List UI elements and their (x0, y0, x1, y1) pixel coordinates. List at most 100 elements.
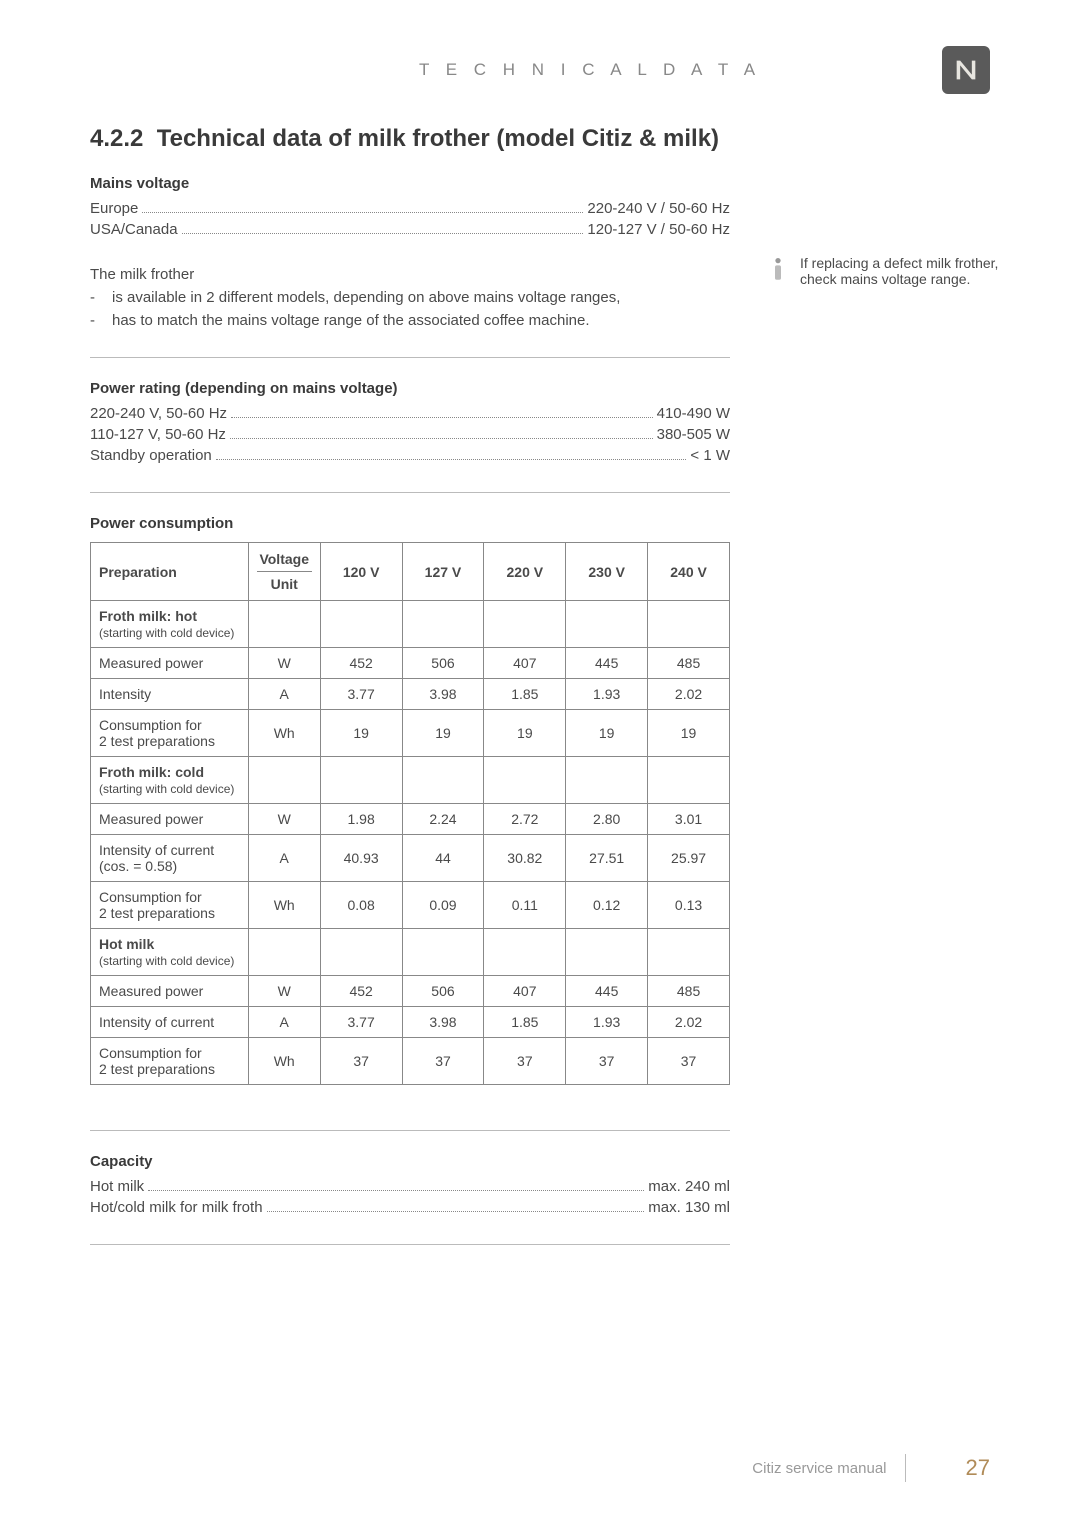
section-divider (90, 357, 730, 358)
table-cell-empty (484, 601, 566, 648)
spec-label: Standby operation (90, 447, 212, 464)
table-row: Consumption for2 test preparationsWh3737… (91, 1038, 730, 1085)
frother-bullets: -is available in 2 different models, dep… (90, 289, 730, 329)
table-value: 2.02 (648, 679, 730, 710)
table-cell-empty (648, 757, 730, 804)
table-row-label: Consumption for2 test preparations (91, 710, 249, 757)
table-cell-empty (248, 601, 320, 648)
table-header: VoltageUnit (248, 543, 320, 601)
table-value: 2.72 (484, 804, 566, 835)
table-cell-empty (484, 929, 566, 976)
table-cell-empty (484, 757, 566, 804)
spec-label: 220-240 V, 50-60 Hz (90, 405, 227, 422)
power-rating-heading: Power rating (depending on mains voltage… (90, 380, 730, 397)
table-value: 407 (484, 648, 566, 679)
section-divider (90, 492, 730, 493)
brand-logo-icon (942, 46, 990, 94)
bullet-item: -has to match the mains voltage range of… (90, 312, 730, 329)
table-cell-empty (320, 757, 402, 804)
table-value: 1.85 (484, 1007, 566, 1038)
table-group-header: Hot milk(starting with cold device) (91, 929, 730, 976)
leader-dots (148, 1190, 644, 1191)
table-value: 1.98 (320, 804, 402, 835)
table-row-label: Intensity of current (91, 1007, 249, 1038)
spec-value: 380-505 W (657, 426, 730, 443)
table-value: 3.98 (402, 1007, 484, 1038)
spec-value: < 1 W (690, 447, 730, 464)
table-value: 19 (566, 710, 648, 757)
table-header: Preparation (91, 543, 249, 601)
power-consumption-table: PreparationVoltageUnit120 V127 V220 V230… (90, 542, 730, 1085)
table-value: 506 (402, 648, 484, 679)
spec-label: Europe (90, 200, 138, 217)
spec-row: Standby operation < 1 W (90, 447, 730, 464)
footer-manual-name: Citiz service manual (752, 1460, 886, 1477)
table-unit: Wh (248, 882, 320, 929)
table-header: 240 V (648, 543, 730, 601)
table-row-label: Measured power (91, 804, 249, 835)
table-unit: Wh (248, 1038, 320, 1085)
table-value: 3.98 (402, 679, 484, 710)
frother-intro: The milk frother (90, 266, 730, 283)
spec-label: USA/Canada (90, 221, 178, 238)
running-head: T E C H N I C A L D A T A (190, 60, 990, 80)
table-value: 0.12 (566, 882, 648, 929)
table-row-label: Measured power (91, 648, 249, 679)
bullet-text: has to match the mains voltage range of … (112, 312, 590, 329)
table-cell-empty (566, 929, 648, 976)
table-unit: A (248, 679, 320, 710)
spec-row: Europe 220-240 V / 50-60 Hz (90, 200, 730, 217)
table-value: 19 (648, 710, 730, 757)
bullet-dash: - (90, 289, 112, 306)
table-value: 3.77 (320, 679, 402, 710)
table-value: 485 (648, 648, 730, 679)
table-value: 3.01 (648, 804, 730, 835)
table-unit: A (248, 1007, 320, 1038)
leader-dots (142, 212, 583, 213)
table-cell-empty (320, 601, 402, 648)
table-row: Measured powerW1.982.242.722.803.01 (91, 804, 730, 835)
table-value: 27.51 (566, 835, 648, 882)
page-footer: Citiz service manual 27 (90, 1454, 990, 1482)
spec-row: USA/Canada120-127 V / 50-60 Hz (90, 221, 730, 238)
spec-value: 220-240 V / 50-60 Hz (587, 200, 730, 217)
table-value: 37 (320, 1038, 402, 1085)
table-unit: W (248, 648, 320, 679)
table-value: 44 (402, 835, 484, 882)
table-group-title: Froth milk: hot(starting with cold devic… (91, 601, 249, 648)
table-row-label: Intensity of current(cos. = 0.58) (91, 835, 249, 882)
table-value: 0.08 (320, 882, 402, 929)
footer-page-number: 27 (966, 1455, 990, 1481)
table-unit: A (248, 835, 320, 882)
table-cell-empty (566, 757, 648, 804)
leader-dots (230, 438, 653, 439)
spec-value: 410-490 W (657, 405, 730, 422)
margin-note-text: If replacing a defect milk frother, chec… (800, 255, 1000, 287)
table-row: IntensityA3.773.981.851.932.02 (91, 679, 730, 710)
table-row: Measured powerW452506407445485 (91, 976, 730, 1007)
leader-dots (267, 1211, 645, 1212)
table-header: 120 V (320, 543, 402, 601)
table-group-title: Froth milk: cold(starting with cold devi… (91, 757, 249, 804)
table-unit: Wh (248, 710, 320, 757)
table-cell-empty (402, 757, 484, 804)
table-cell-empty (566, 601, 648, 648)
table-cell-empty (402, 601, 484, 648)
mains-voltage-heading: Mains voltage (90, 175, 730, 192)
table-value: 30.82 (484, 835, 566, 882)
table-value: 37 (402, 1038, 484, 1085)
table-value: 19 (484, 710, 566, 757)
capacity-heading: Capacity (90, 1153, 730, 1170)
spec-row: Hot milkmax. 240 ml (90, 1178, 730, 1195)
spec-value: max. 240 ml (648, 1178, 730, 1195)
table-value: 0.09 (402, 882, 484, 929)
table-value: 0.11 (484, 882, 566, 929)
table-value: 2.24 (402, 804, 484, 835)
spec-value: max. 130 ml (648, 1199, 730, 1216)
bullet-dash: - (90, 312, 112, 329)
margin-note: If replacing a defect milk frother, chec… (770, 255, 1000, 287)
footer-divider (905, 1454, 906, 1482)
table-row-label: Consumption for2 test preparations (91, 882, 249, 929)
table-cell-empty (248, 929, 320, 976)
table-value: 0.13 (648, 882, 730, 929)
